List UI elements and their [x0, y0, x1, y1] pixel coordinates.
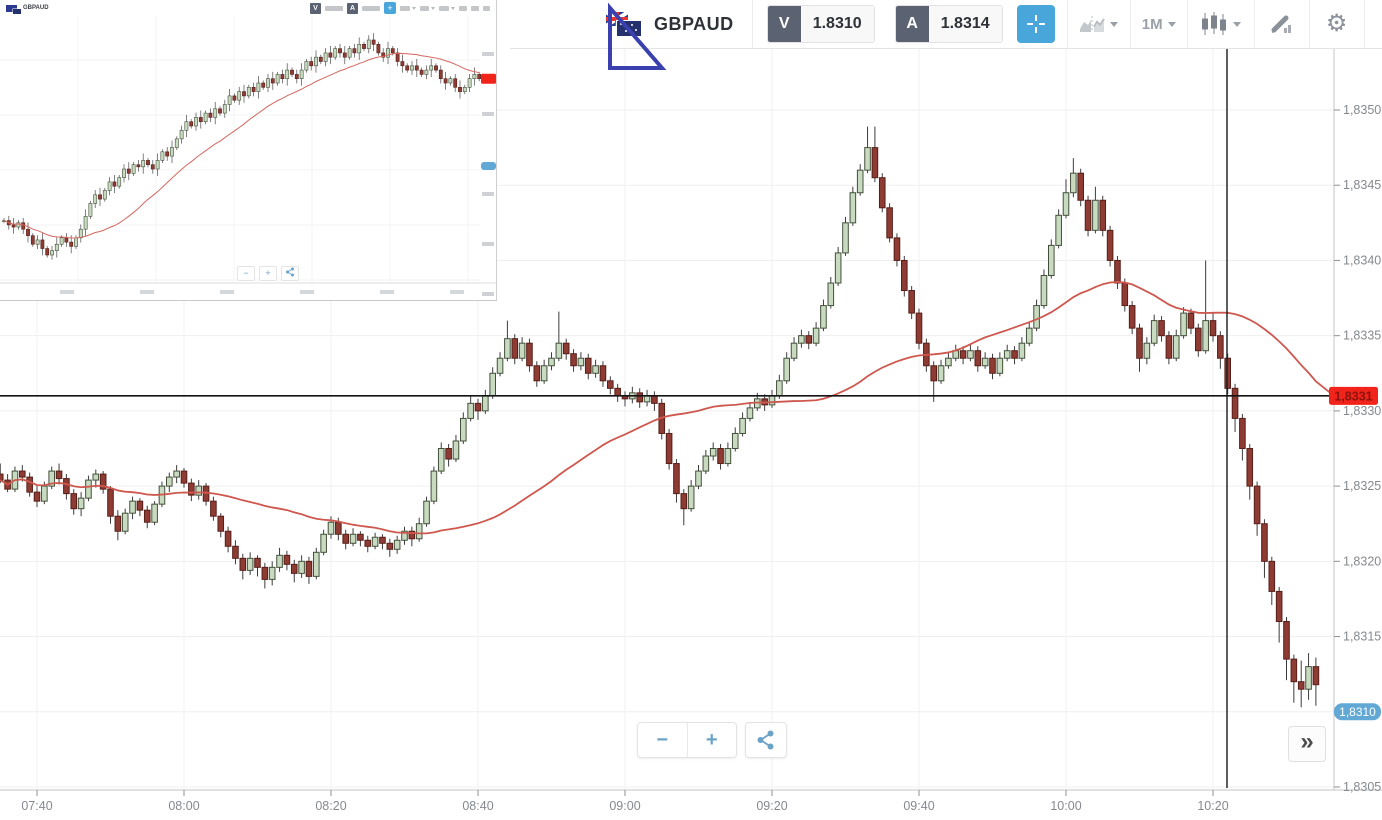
current-price-label: 1,8310 — [1334, 703, 1381, 721]
toolbar-separator — [751, 0, 753, 48]
inset-symbol: GBPAUD — [23, 5, 49, 11]
candles — [0, 126, 1320, 708]
bid-badge: V — [767, 6, 801, 42]
inset-chart-type-icon — [400, 5, 416, 11]
inset-ma-line — [3, 52, 480, 239]
inset-gridlines — [0, 16, 480, 283]
zoom-controls: − + — [637, 722, 737, 758]
svg-text:1,8310: 1,8310 — [1339, 705, 1376, 719]
toolbar-separator — [1129, 0, 1131, 48]
inset-timeframe-icon — [420, 5, 435, 11]
svg-text:1,8305: 1,8305 — [1343, 780, 1381, 794]
triangle-drawing[interactable] — [600, 0, 680, 80]
inset-zoom-controls: − + — [237, 266, 299, 281]
share-button[interactable] — [745, 722, 787, 758]
collapse-chart-button[interactable] — [1365, 0, 1382, 48]
toolbar-separator — [1253, 0, 1255, 48]
svg-text:09:40: 09:40 — [903, 799, 934, 813]
chart-toolbar: GBPAUD V 1.8310 A 1.8314 — [510, 0, 1382, 49]
svg-text:1,8331: 1,8331 — [1334, 389, 1372, 403]
symbol-title: GBPAUD — [654, 13, 734, 34]
svg-text:09:20: 09:20 — [756, 799, 787, 813]
svg-text:1,8350: 1,8350 — [1343, 103, 1381, 117]
toolbar-separator — [1066, 0, 1068, 48]
inset-collapse-icon — [483, 5, 490, 11]
mini-flag-icon — [6, 4, 21, 14]
inset-mini-chart: GBPAUD V A + − + — [0, 0, 497, 301]
time-axis[interactable]: 07:40 08:00 08:20 08:40 09:00 09:20 09:40 10:00… — [21, 790, 1229, 813]
svg-text:10:20: 10:20 — [1197, 799, 1228, 813]
svg-text:08:40: 08:40 — [462, 799, 493, 813]
expand-panel-button[interactable]: » — [1288, 726, 1326, 762]
inset-ask-value — [362, 5, 380, 11]
zoom-in-button[interactable]: + — [705, 728, 718, 751]
chevron-down-icon — [1110, 21, 1119, 27]
svg-text:08:20: 08:20 — [315, 799, 346, 813]
timeframe-dropdown[interactable]: 1M — [1131, 0, 1187, 48]
ask-quote[interactable]: A 1.8314 — [894, 5, 1003, 43]
inset-toolbar: GBPAUD V A + — [0, 0, 496, 16]
crosshair-icon — [1026, 15, 1045, 33]
svg-text:1,8320: 1,8320 — [1343, 554, 1381, 568]
chevron-down-icon — [1233, 21, 1242, 27]
inset-gear-icon — [471, 5, 479, 11]
svg-text:07:40: 07:40 — [21, 799, 52, 813]
share-icon — [757, 730, 774, 750]
inset-chart-canvas — [0, 16, 496, 300]
svg-text:1,8345: 1,8345 — [1343, 178, 1381, 192]
timeframe-label: 1M — [1141, 15, 1163, 33]
chart-type-dropdown[interactable] — [1068, 0, 1130, 48]
svg-text:1,8335: 1,8335 — [1343, 329, 1381, 343]
candlestick-icon — [1202, 12, 1227, 35]
chart-type-icon — [1080, 16, 1106, 32]
svg-text:08:00: 08:00 — [168, 799, 199, 813]
candle-style-dropdown[interactable] — [1188, 0, 1254, 48]
svg-text:09:00: 09:00 — [609, 799, 640, 813]
marker-pen-icon — [1271, 15, 1291, 33]
zoom-divider — [686, 723, 688, 757]
drawing-tools-button[interactable] — [1255, 0, 1309, 48]
svg-text:1,8315: 1,8315 — [1343, 630, 1381, 644]
toolbar-separator — [1186, 0, 1188, 48]
share-icon — [286, 267, 294, 277]
inset-crosshair-icon: + — [384, 2, 396, 14]
inset-bid-value — [325, 5, 343, 11]
horizontal-line-price-label: 1,8331 — [1329, 386, 1378, 405]
svg-text:1,8340: 1,8340 — [1343, 253, 1381, 267]
toolbar-separator — [1363, 0, 1365, 48]
bid-quote[interactable]: V 1.8310 — [766, 5, 875, 43]
chevron-down-icon — [1167, 21, 1176, 27]
zoom-out-button[interactable]: − — [656, 728, 669, 751]
inset-zoom-out-button[interactable]: − — [237, 266, 255, 281]
inset-zoom-in-button[interactable]: + — [259, 266, 277, 281]
ma-line — [0, 281, 1335, 535]
svg-text:1,8325: 1,8325 — [1343, 479, 1381, 493]
toolbar-separator — [1308, 0, 1310, 48]
inset-ask-badge: A — [347, 2, 358, 14]
settings-button[interactable]: ⚙ — [1310, 0, 1364, 48]
gear-icon: ⚙ — [1325, 10, 1348, 37]
ask-badge: A — [895, 6, 929, 42]
svg-text:1,8330: 1,8330 — [1343, 404, 1381, 418]
inset-candle-style-icon — [439, 5, 455, 11]
ask-value: 1.8314 — [928, 6, 1002, 42]
inset-candles — [2, 33, 482, 260]
inset-time-axis — [60, 290, 464, 294]
inset-share-button[interactable] — [281, 266, 299, 281]
inset-bid-badge: V — [310, 2, 321, 14]
svg-text:10:00: 10:00 — [1050, 799, 1081, 813]
inset-marker-icon — [459, 5, 467, 11]
inset-price-axis — [481, 52, 496, 296]
crosshair-button[interactable] — [1016, 5, 1055, 43]
bid-value: 1.8310 — [800, 6, 874, 42]
price-axis[interactable]: 1,83051,83101,83151,83201,83251,83301,83… — [0, 48, 1382, 794]
